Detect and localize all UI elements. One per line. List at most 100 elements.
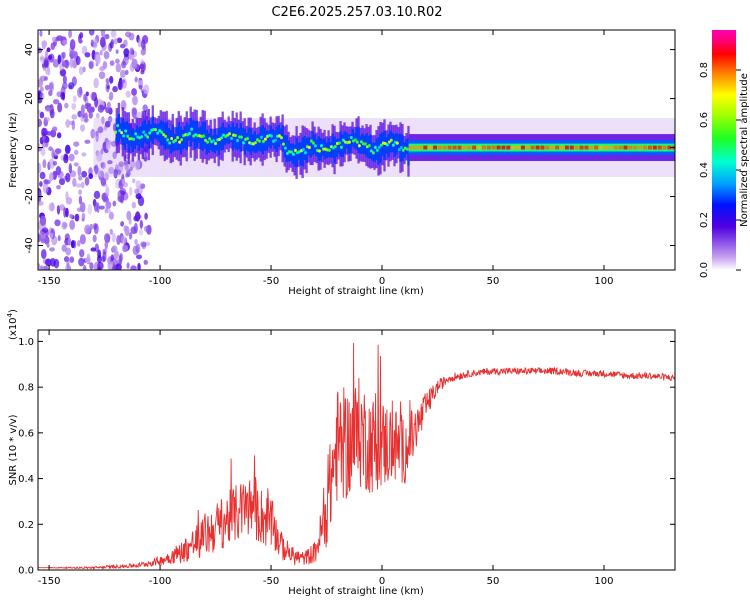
spectrogram-x-tick-label: -150 xyxy=(38,276,61,287)
spectrogram-noise-blob xyxy=(41,227,49,233)
spectrogram-steady-core xyxy=(520,145,525,150)
colorbar: 0.0 0.2 0.4 0.6 0.8 Normalized spectral ampl… xyxy=(699,30,750,278)
spectrogram-x-ticks: -150 -100 -50 0 50 100 xyxy=(38,30,614,287)
spectrogram-tone-mid xyxy=(259,126,262,152)
spectrogram-noise-blob xyxy=(123,48,130,58)
spectrogram-tone-mid xyxy=(229,127,232,143)
spectrogram-noise-blob xyxy=(137,80,144,86)
spectrogram-steady-core xyxy=(452,145,457,150)
spectrogram-tone-core xyxy=(270,134,273,138)
spectrogram-y-tick-label: 40 xyxy=(24,43,35,56)
spectrogram-x-tick-label: -100 xyxy=(149,276,172,287)
spectrogram-noise-blob xyxy=(99,36,106,48)
spectrogram-noise-blob xyxy=(49,172,54,182)
spectrogram-noise-blob xyxy=(41,40,48,48)
spectrogram-tone-core xyxy=(214,141,217,146)
spectrogram-tone-mid xyxy=(117,113,120,142)
spectrogram-tone-mid xyxy=(317,136,320,161)
spectrogram-tone-mid xyxy=(315,139,318,157)
spectrogram-tone-core xyxy=(116,124,120,128)
spectrogram-steady-core xyxy=(423,145,428,150)
svg-text:(x104): (x104) xyxy=(6,309,19,340)
spectrogram-tone-core xyxy=(212,139,215,143)
spectrogram-noise-blob xyxy=(139,219,144,229)
spectrogram-tone-mid xyxy=(335,139,338,157)
spectrogram-tone-mid xyxy=(347,134,350,154)
spectrogram-tone-core xyxy=(359,140,363,144)
spectrogram-noise-blob xyxy=(64,144,71,155)
spectrogram-noise-blob xyxy=(140,48,146,56)
spectrogram-noise-blob xyxy=(88,61,94,70)
spectrogram-noise-blob xyxy=(135,180,142,189)
spectrogram-steady-core xyxy=(481,145,486,150)
spectrogram-noise-blob xyxy=(93,223,99,235)
spectrogram-noise-blob xyxy=(90,247,97,252)
spectrogram-noise-blob xyxy=(63,207,67,218)
spectrogram-tone-mid xyxy=(369,134,372,159)
spectrogram-steady-core xyxy=(477,145,482,150)
spectrogram-tone-core xyxy=(334,144,337,149)
spectrogram-tone-core xyxy=(405,147,409,151)
spectrogram-noise-blob xyxy=(109,75,114,84)
spectrogram-tone-mid xyxy=(405,139,408,155)
spectrogram-noise-blob xyxy=(71,119,76,131)
spectrogram-noise-blob xyxy=(38,47,43,54)
spectrogram-noise-blob xyxy=(137,38,142,48)
spectrogram-noise-blob xyxy=(134,238,138,245)
spectrogram-noise-blob xyxy=(85,91,89,97)
spectrogram-noise-blob xyxy=(68,153,75,162)
spectrogram-noise-blob xyxy=(103,51,110,60)
spectrogram-tone-core xyxy=(120,131,124,135)
spectrogram-noise-blob xyxy=(142,84,150,95)
spectrogram-noise-blob xyxy=(56,132,62,139)
spectrogram-noise-blob xyxy=(95,54,101,65)
spectrogram-noise-blob xyxy=(84,52,91,58)
spectrogram-tone-core xyxy=(226,133,229,137)
spectrogram-noise-blob xyxy=(111,245,118,253)
spectrogram-noise-blob xyxy=(110,254,115,261)
spectrogram-tone-mid xyxy=(319,137,322,161)
snr-y-multiplier-exponent: 4 xyxy=(6,312,14,317)
spectrogram-steady-core xyxy=(613,145,618,150)
spectrogram-steady-core xyxy=(652,145,657,150)
spectrogram-noise-blob xyxy=(46,242,50,248)
spectrogram-noise-blob xyxy=(109,228,113,235)
spectrogram-noise-blob xyxy=(96,151,103,162)
spectrogram-noise-blob xyxy=(101,116,105,125)
spectrogram-steady-core xyxy=(540,145,545,150)
spectrogram-tone-core xyxy=(184,133,187,137)
spectrogram-noise-blob xyxy=(88,30,95,36)
spectrogram-noise-blob xyxy=(56,35,63,41)
spectrogram-noise-blob xyxy=(45,106,52,113)
spectrogram-noise-blob xyxy=(78,175,83,181)
spectrogram-tone-core xyxy=(342,138,345,142)
spectrogram-noise-blob xyxy=(84,139,91,144)
spectrogram-tone-mid xyxy=(167,128,170,150)
snr-y-tick-label: 1.0 xyxy=(18,337,34,348)
spectrogram-noise-blob xyxy=(129,47,134,55)
spectrogram-noise-blob xyxy=(102,141,107,152)
spectrogram-noise-blob xyxy=(80,181,85,189)
spectrogram-steady-core xyxy=(579,145,584,150)
spectrogram-tone-mid xyxy=(333,136,336,164)
colorbar-tick-label: 0.8 xyxy=(699,62,710,78)
spectrogram-tone-core xyxy=(240,135,243,139)
spectrogram-noise-blob xyxy=(121,60,127,69)
spectrogram-noise-blob xyxy=(69,256,75,263)
spectrogram-tone-core xyxy=(308,145,311,150)
spectrogram-noise-blob xyxy=(69,39,76,50)
spectrogram-noise-blob xyxy=(64,102,69,109)
spectrogram-steady-core xyxy=(511,145,516,150)
spectrogram-noise-blob xyxy=(60,92,65,100)
spectrogram-steady-core xyxy=(506,145,511,150)
spectrogram-x-tick-label: 50 xyxy=(487,276,500,287)
spectrogram-tone-core xyxy=(156,131,160,135)
spectrogram-noise-blob xyxy=(42,182,49,194)
spectrogram-tone-core xyxy=(290,150,293,154)
spectrogram-tone-mid xyxy=(235,123,238,151)
spectrogram-tone-core xyxy=(162,133,166,137)
snr-y-tick-label: 0.4 xyxy=(18,474,34,485)
spectrogram-steady-core xyxy=(442,145,447,150)
spectrogram-x-tick-label: -50 xyxy=(263,276,279,287)
spectrogram-noise-blob xyxy=(56,205,61,215)
